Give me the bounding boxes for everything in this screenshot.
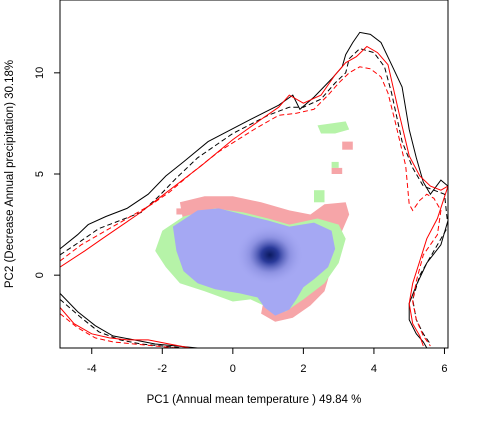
red-patch-1 [331, 167, 343, 174]
y-tick-label: 0 [34, 272, 46, 278]
y-axis-label: PC2 (Decrease Annual precipitation) 30.1… [4, 60, 16, 288]
y-axis: 0 5 10 [34, 67, 60, 278]
x-tick-label: 0 [230, 363, 236, 375]
red-patch-0 [342, 141, 353, 150]
x-axis-label: PC1 (Annual mean temperature ) 49.84 % [147, 394, 362, 406]
x-tick-label: 6 [441, 363, 447, 375]
x-tick-label: 2 [300, 363, 306, 375]
contour-line-red-solid-6 [60, 307, 191, 348]
contour-lines [60, 31, 448, 348]
contour-line-black-dashed-1 [60, 48, 448, 345]
niche-regions [155, 121, 353, 322]
red-patch-2 [176, 208, 184, 215]
x-axis: -4 -2 0 2 4 6 [87, 348, 448, 375]
contour-line-red-dashed-3 [60, 66, 442, 347]
density-core [235, 224, 304, 285]
y-tick-label: 10 [34, 67, 46, 79]
x-tick-label: 4 [371, 363, 377, 375]
contour-line-red-dashed-7 [60, 313, 198, 348]
green-patch-1 [331, 161, 339, 168]
green-patch-2 [314, 190, 325, 203]
green-patch-0 [317, 121, 350, 134]
contour-line-black-dashed-5 [60, 299, 223, 348]
contour-line-red-solid-2 [60, 45, 448, 347]
x-tick-label: -4 [87, 363, 97, 375]
y-tick-label: 5 [34, 171, 46, 177]
x-tick-label: -2 [157, 363, 167, 375]
